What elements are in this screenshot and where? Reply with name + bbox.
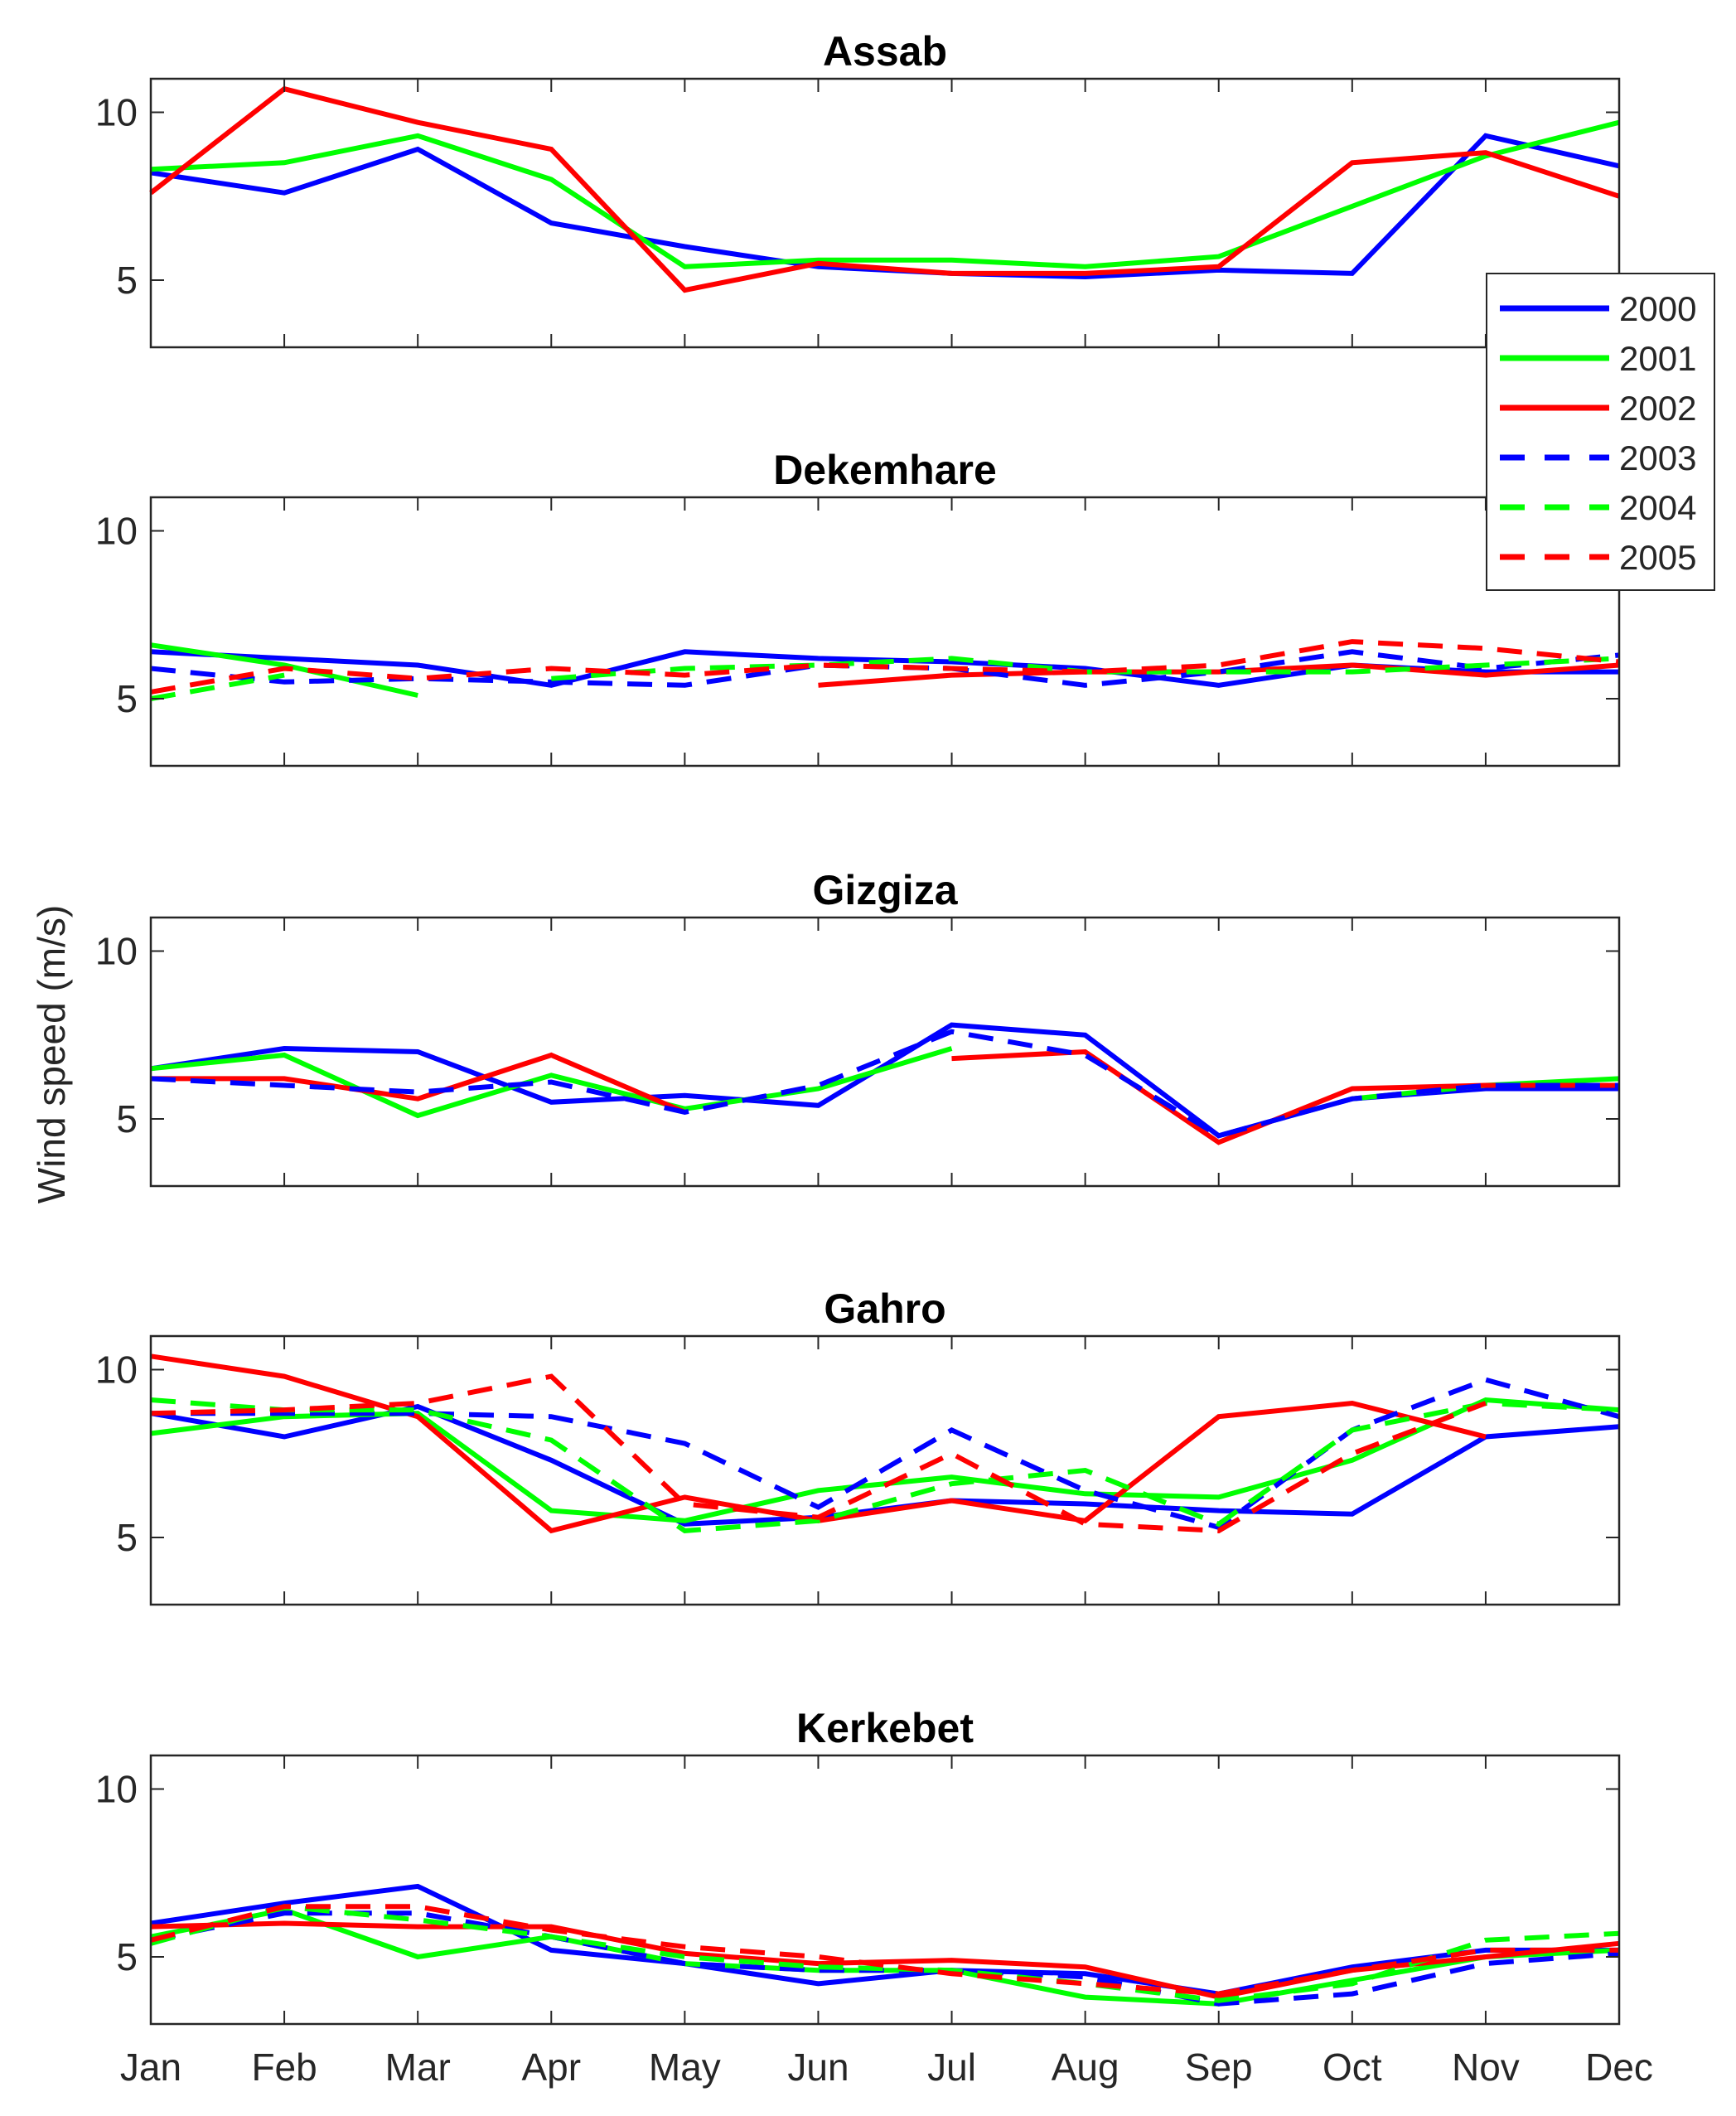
y-tick-label-dekemhare-10: 10	[95, 510, 138, 553]
legend-label-2004: 2004	[1619, 488, 1696, 527]
panel-title-gizgiza: Gizgiza	[812, 867, 958, 913]
x-tick-label-mar: Mar	[385, 2046, 451, 2089]
axes-box-dekemhare	[149, 496, 1621, 767]
panel-title-assab: Assab	[823, 28, 947, 75]
panel-title-kerkebet: Kerkebet	[796, 1705, 974, 1751]
series-line-assab-2002	[149, 85, 1620, 293]
y-tick-label-kerkebet-5: 5	[116, 1935, 138, 1978]
series-line-gizgiza-2001	[150, 1046, 953, 1119]
x-tick-label-jul: Jul	[927, 2046, 976, 2089]
x-tick-label-oct: Oct	[1323, 2046, 1382, 2089]
y-tick-label-gahro-10: 10	[95, 1349, 138, 1392]
legend-label-2003: 2003	[1619, 438, 1696, 477]
legend-label-2005: 2005	[1619, 538, 1696, 577]
axes-box-gahro	[149, 1334, 1621, 1606]
panel-title-gahro: Gahro	[824, 1286, 945, 1332]
panel-gahro: 5 10 Gahro	[95, 1286, 1621, 1606]
series-line-gizgiza-2002	[151, 1052, 686, 1115]
y-tick-label-dekemhare-5: 5	[116, 677, 138, 720]
series-line-kerkebet-2003	[150, 1910, 1620, 2007]
series-line-gahro-2003	[151, 1377, 1620, 1531]
panel-title-dekemhare: Dekemhare	[773, 447, 997, 493]
legend-label-2000: 2000	[1619, 289, 1696, 328]
panel-kerkebet: 5 10 Kerkebet Jan Feb Mar Apr May Jun Jul Aug Sep Oc…	[95, 1705, 1653, 2089]
legend-box	[1486, 273, 1715, 591]
axes-box-assab	[149, 77, 1621, 349]
legend-label-2002: 2002	[1619, 389, 1696, 428]
series-line-dekemhare-2004	[150, 672, 285, 701]
series-line-gizgiza-2003	[150, 1029, 1619, 1139]
series-line-kerkebet-2000	[150, 1883, 1619, 1997]
series-line-dekemhare-2005	[150, 639, 1620, 695]
series-line-assab-2001	[150, 119, 1620, 269]
y-tick-label-assab-5: 5	[116, 259, 138, 302]
x-tick-label-dec: Dec	[1585, 2046, 1653, 2089]
series-line-kerkebet-2005	[150, 1904, 1619, 1997]
panel-assab: 5 10 Assab	[95, 28, 1621, 349]
legend-label-2001: 2001	[1619, 339, 1696, 378]
x-tick-label-sep: Sep	[1185, 2046, 1253, 2089]
series-line-dekemhare-2002	[818, 662, 1620, 688]
x-tick-label-nov: Nov	[1452, 2046, 1520, 2089]
legend: 2000 2001 2002 2003 2004 2005	[1486, 273, 1715, 591]
panels-group: 5 10 Assab 5 10 Dekemhare 5 10 Gizgiza 5 10 Gahro 5 1…	[95, 28, 1653, 2089]
axes-box-kerkebet	[149, 1754, 1621, 2026]
x-tick-label-feb: Feb	[251, 2046, 317, 2089]
y-tick-label-gahro-5: 5	[116, 1516, 138, 1559]
panel-dekemhare: 5 10 Dekemhare	[95, 447, 1621, 767]
y-axis-label: Wind speed (m/s)	[30, 905, 73, 1203]
x-tick-label-jan: Jan	[120, 2046, 181, 2089]
panel-gizgiza: 5 10 Gizgiza	[95, 867, 1621, 1188]
series-line-gahro-2004	[150, 1397, 1620, 1533]
series-line-gahro-2005	[150, 1373, 1487, 1533]
x-tick-label-aug: Aug	[1052, 2046, 1119, 2089]
x-tick-label-jun: Jun	[787, 2046, 849, 2089]
y-tick-label-kerkebet-10: 10	[95, 1768, 138, 1811]
y-tick-label-assab-10: 10	[95, 91, 138, 134]
axes-box-gizgiza	[149, 916, 1621, 1188]
x-tick-label-apr: Apr	[521, 2046, 581, 2089]
series-line-kerkebet-2004	[150, 1904, 1620, 2003]
y-tick-label-gizgiza-5: 5	[116, 1097, 138, 1140]
series-line-dekemhare-2001	[150, 642, 418, 698]
y-tick-label-gizgiza-10: 10	[95, 930, 138, 973]
x-tick-label-may: May	[649, 2046, 721, 2089]
